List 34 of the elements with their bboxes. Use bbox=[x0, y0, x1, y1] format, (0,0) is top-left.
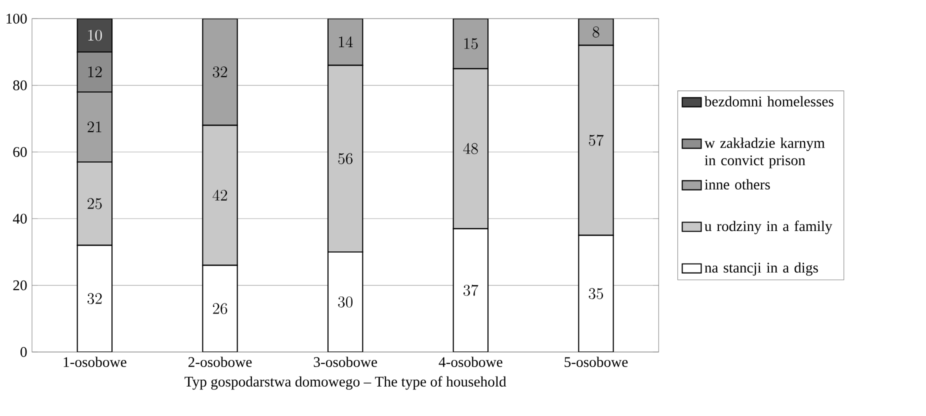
data-label: 37 bbox=[463, 284, 478, 296]
data-label: 10 bbox=[88, 30, 102, 41]
data-label: 56 bbox=[338, 153, 352, 164]
y-tick-label: 100 bbox=[6, 14, 27, 24]
data-label: 48 bbox=[463, 143, 478, 154]
y-tick-label: 0 bbox=[20, 347, 27, 357]
legend-label: bezdomni homelesses bbox=[704, 96, 834, 106]
x-tick-label: 1-osobowe bbox=[64, 356, 126, 368]
data-label: 25 bbox=[88, 198, 102, 210]
legend-label: inne others bbox=[704, 179, 770, 190]
data-label: 21 bbox=[88, 122, 102, 132]
data-label: 15 bbox=[464, 38, 478, 50]
data-label: 8 bbox=[592, 26, 600, 38]
x-tick-label: 4-osobowe bbox=[438, 356, 502, 368]
legend-label: w zakładzie karnym in convict prison bbox=[704, 138, 825, 168]
data-label: 14 bbox=[338, 36, 353, 48]
data-label: 35 bbox=[588, 288, 604, 300]
y-tick-label: 60 bbox=[13, 147, 27, 157]
y-tick-label: 80 bbox=[13, 80, 27, 90]
x-axis-title: Typ gospodarstwa domowego – The type of household bbox=[184, 376, 506, 390]
data-label: 32 bbox=[212, 66, 228, 78]
data-label: 12 bbox=[88, 66, 102, 78]
x-tick-label: 3-osobowe bbox=[314, 356, 377, 368]
x-tick-label: 2-osobowe bbox=[188, 356, 252, 368]
data-label: 30 bbox=[338, 296, 352, 308]
data-label: 26 bbox=[212, 303, 228, 314]
data-label: 57 bbox=[588, 134, 604, 146]
data-label: 32 bbox=[87, 293, 102, 304]
legend-label: u rodziny in a family bbox=[704, 220, 832, 234]
y-tick-label: 20 bbox=[13, 280, 27, 290]
data-label: 42 bbox=[212, 190, 228, 200]
y-tick-label: 40 bbox=[12, 214, 27, 224]
x-tick-label: 5-osobowe bbox=[564, 356, 628, 368]
legend-label: na stancji in a digs bbox=[704, 262, 818, 276]
